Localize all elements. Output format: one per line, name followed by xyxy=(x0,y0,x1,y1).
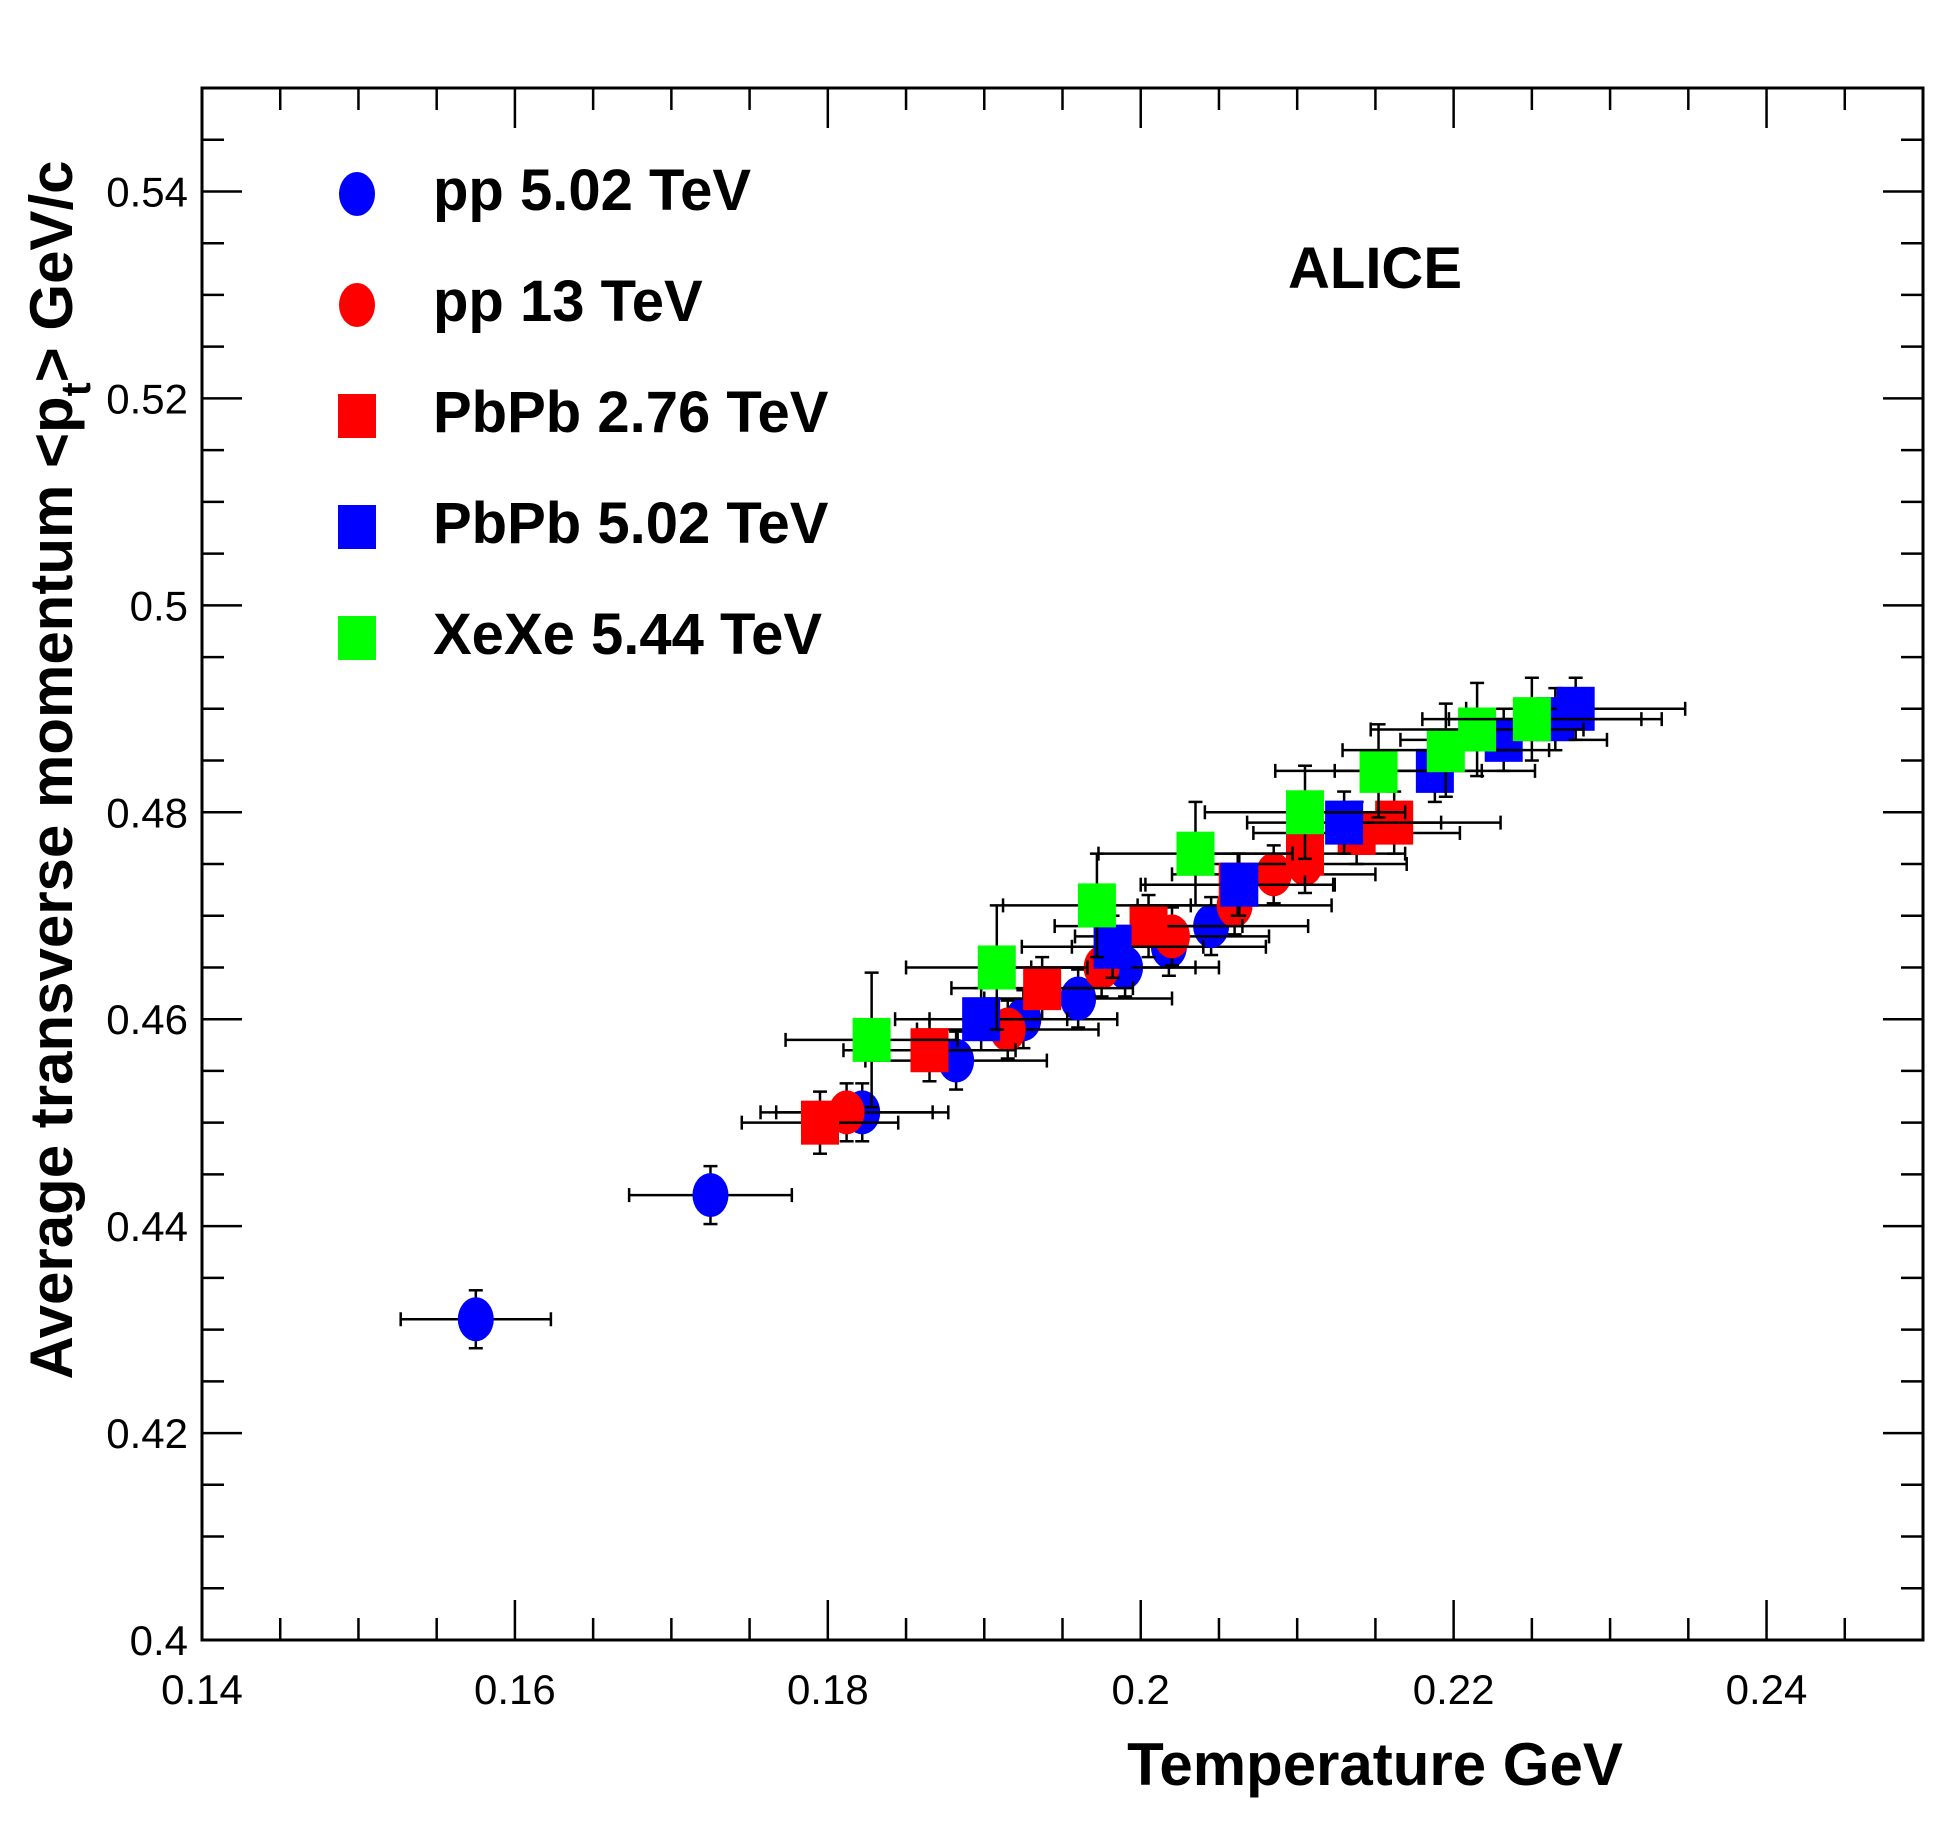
x-tick-label: 0.24 xyxy=(1726,1666,1808,1713)
legend-label: PbPb 5.02 TeV xyxy=(433,491,829,556)
x-tick-label: 0.2 xyxy=(1112,1666,1170,1713)
y-tick-label: 0.48 xyxy=(106,789,188,836)
x-axis-title: Temperature GeV xyxy=(1127,1731,1623,1798)
y-tick-label: 0.44 xyxy=(106,1203,188,1250)
data-point-square xyxy=(1556,686,1595,731)
alice-annotation: ALICE xyxy=(1288,236,1462,301)
x-tick-label: 0.18 xyxy=(787,1666,869,1713)
legend-marker-square xyxy=(338,394,376,438)
data-point-square xyxy=(1023,966,1062,1011)
legend-label: PbPb 2.76 TeV xyxy=(433,380,829,445)
y-axis-title-tail: > GeV/c xyxy=(18,161,85,383)
x-tick-label: 0.16 xyxy=(474,1666,556,1713)
data-point-square xyxy=(977,945,1016,990)
data-point-square xyxy=(1077,883,1116,928)
legend-marker-square xyxy=(338,616,376,660)
y-axis-title: Average transverse momentum <pt> GeV/c xyxy=(18,161,99,1380)
legend-marker-circle xyxy=(339,172,375,216)
data-point-square xyxy=(800,1100,839,1145)
data-point-circle xyxy=(457,1297,494,1342)
data-layer xyxy=(399,676,1687,1350)
legend: pp 5.02 TeV pp 13 TeV PbPb 2.76 TeV PbPb 5.… xyxy=(338,158,829,667)
data-point-square xyxy=(1325,800,1364,845)
legend-label: pp 5.02 TeV xyxy=(433,158,751,223)
data-point-square xyxy=(1093,924,1132,969)
y-tick-label: 0.54 xyxy=(106,168,188,215)
series-4 xyxy=(784,676,1643,1109)
data-point-square xyxy=(852,1017,891,1062)
legend-marker-square xyxy=(338,505,376,549)
y-tick-label: 0.52 xyxy=(106,375,188,422)
y-tick-label: 0.42 xyxy=(106,1410,188,1457)
data-point-square xyxy=(1512,697,1551,742)
y-tick-label: 0.5 xyxy=(130,582,188,629)
y-tick-label: 0.46 xyxy=(106,996,188,1043)
data-point-square xyxy=(1220,862,1259,907)
data-point-square xyxy=(1359,748,1398,793)
data-point-circle xyxy=(692,1173,729,1218)
data-point-square xyxy=(1286,790,1325,835)
data-point-square xyxy=(1129,904,1168,949)
data-point-square xyxy=(910,1028,949,1073)
legend-marker-circle xyxy=(339,283,375,327)
legend-label: XeXe 5.44 TeV xyxy=(433,602,822,667)
data-point-square xyxy=(962,997,1001,1042)
x-tick-label: 0.22 xyxy=(1413,1666,1495,1713)
y-axis-title-subscript: t xyxy=(52,382,99,396)
data-point-square xyxy=(1176,831,1215,876)
data-point-square xyxy=(1458,707,1497,752)
x-tick-label: 0.14 xyxy=(161,1666,243,1713)
y-tick-label: 0.4 xyxy=(130,1617,188,1664)
axes: 0.14 0.16 0.18 0.2 0.22 0.24 0.4 0.42 0.44 0.46 0.… xyxy=(106,86,1925,1713)
legend-label: pp 13 TeV xyxy=(433,269,703,334)
y-axis-title-main: Average transverse momentum <p xyxy=(18,396,85,1379)
